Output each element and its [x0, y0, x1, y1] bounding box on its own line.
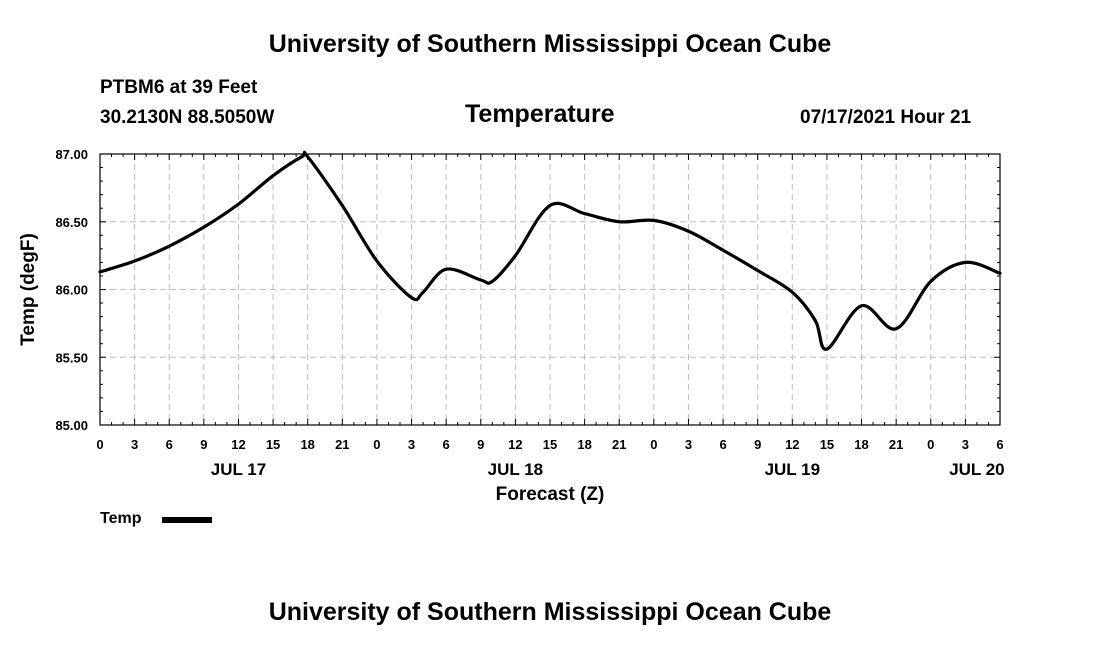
- x-date-label: JUL 17: [211, 460, 266, 479]
- x-tick-label: 0: [927, 437, 934, 452]
- legend-label: Temp: [100, 510, 142, 527]
- x-tick-label: 18: [577, 437, 591, 452]
- x-tick-label: 15: [266, 437, 280, 452]
- datetime-label: 07/17/2021 Hour 21: [800, 107, 972, 128]
- x-tick-label: 15: [820, 437, 834, 452]
- x-tick-label: 9: [477, 437, 484, 452]
- y-axis-title: Temp (degF): [18, 233, 39, 346]
- x-tick-label: 6: [996, 437, 1003, 452]
- y-tick-label: 86.00: [55, 283, 88, 298]
- x-tick-label: 12: [785, 437, 799, 452]
- x-tick-label: 3: [962, 437, 969, 452]
- x-tick-label: 12: [508, 437, 522, 452]
- chart-top-title: University of Southern Mississippi Ocean…: [268, 30, 832, 58]
- x-tick-label: 18: [300, 437, 314, 452]
- x-date-label: JUL 18: [488, 460, 543, 479]
- legend-line-swatch: [162, 517, 212, 523]
- x-tick-label: 3: [408, 437, 415, 452]
- x-tick-label: 15: [543, 437, 557, 452]
- y-tick-label: 86.50: [55, 215, 88, 230]
- x-tick-label: 0: [650, 437, 657, 452]
- y-tick-label: 85.00: [55, 418, 88, 433]
- chart-bottom-title: University of Southern Mississippi Ocean…: [268, 598, 832, 626]
- coordinates-label: 30.2130N 88.5050W: [100, 107, 275, 128]
- station-label: PTBM6 at 39 Feet: [100, 77, 258, 98]
- y-tick-label: 87.00: [55, 147, 88, 162]
- x-tick-label: 3: [685, 437, 692, 452]
- x-tick-label: 21: [612, 437, 626, 452]
- x-date-label: JUL 20: [949, 460, 1004, 479]
- y-tick-label: 85.50: [55, 350, 88, 365]
- temp-series-line: [98, 150, 1002, 351]
- x-tick-label: 21: [335, 437, 349, 452]
- x-date-label: JUL 19: [765, 460, 820, 479]
- x-tick-label: 0: [96, 437, 103, 452]
- chart-title: Temperature: [465, 100, 615, 128]
- x-tick-label: 9: [754, 437, 761, 452]
- x-axis-title: Forecast (Z): [496, 484, 605, 505]
- x-tick-label: 6: [166, 437, 173, 452]
- x-tick-label: 6: [443, 437, 450, 452]
- x-tick-label: 21: [889, 437, 903, 452]
- x-tick-label: 9: [200, 437, 207, 452]
- x-tick-label: 6: [719, 437, 726, 452]
- x-tick-label: 12: [231, 437, 245, 452]
- x-tick-label: 3: [131, 437, 138, 452]
- x-tick-label: 0: [373, 437, 380, 452]
- x-tick-label: 18: [854, 437, 868, 452]
